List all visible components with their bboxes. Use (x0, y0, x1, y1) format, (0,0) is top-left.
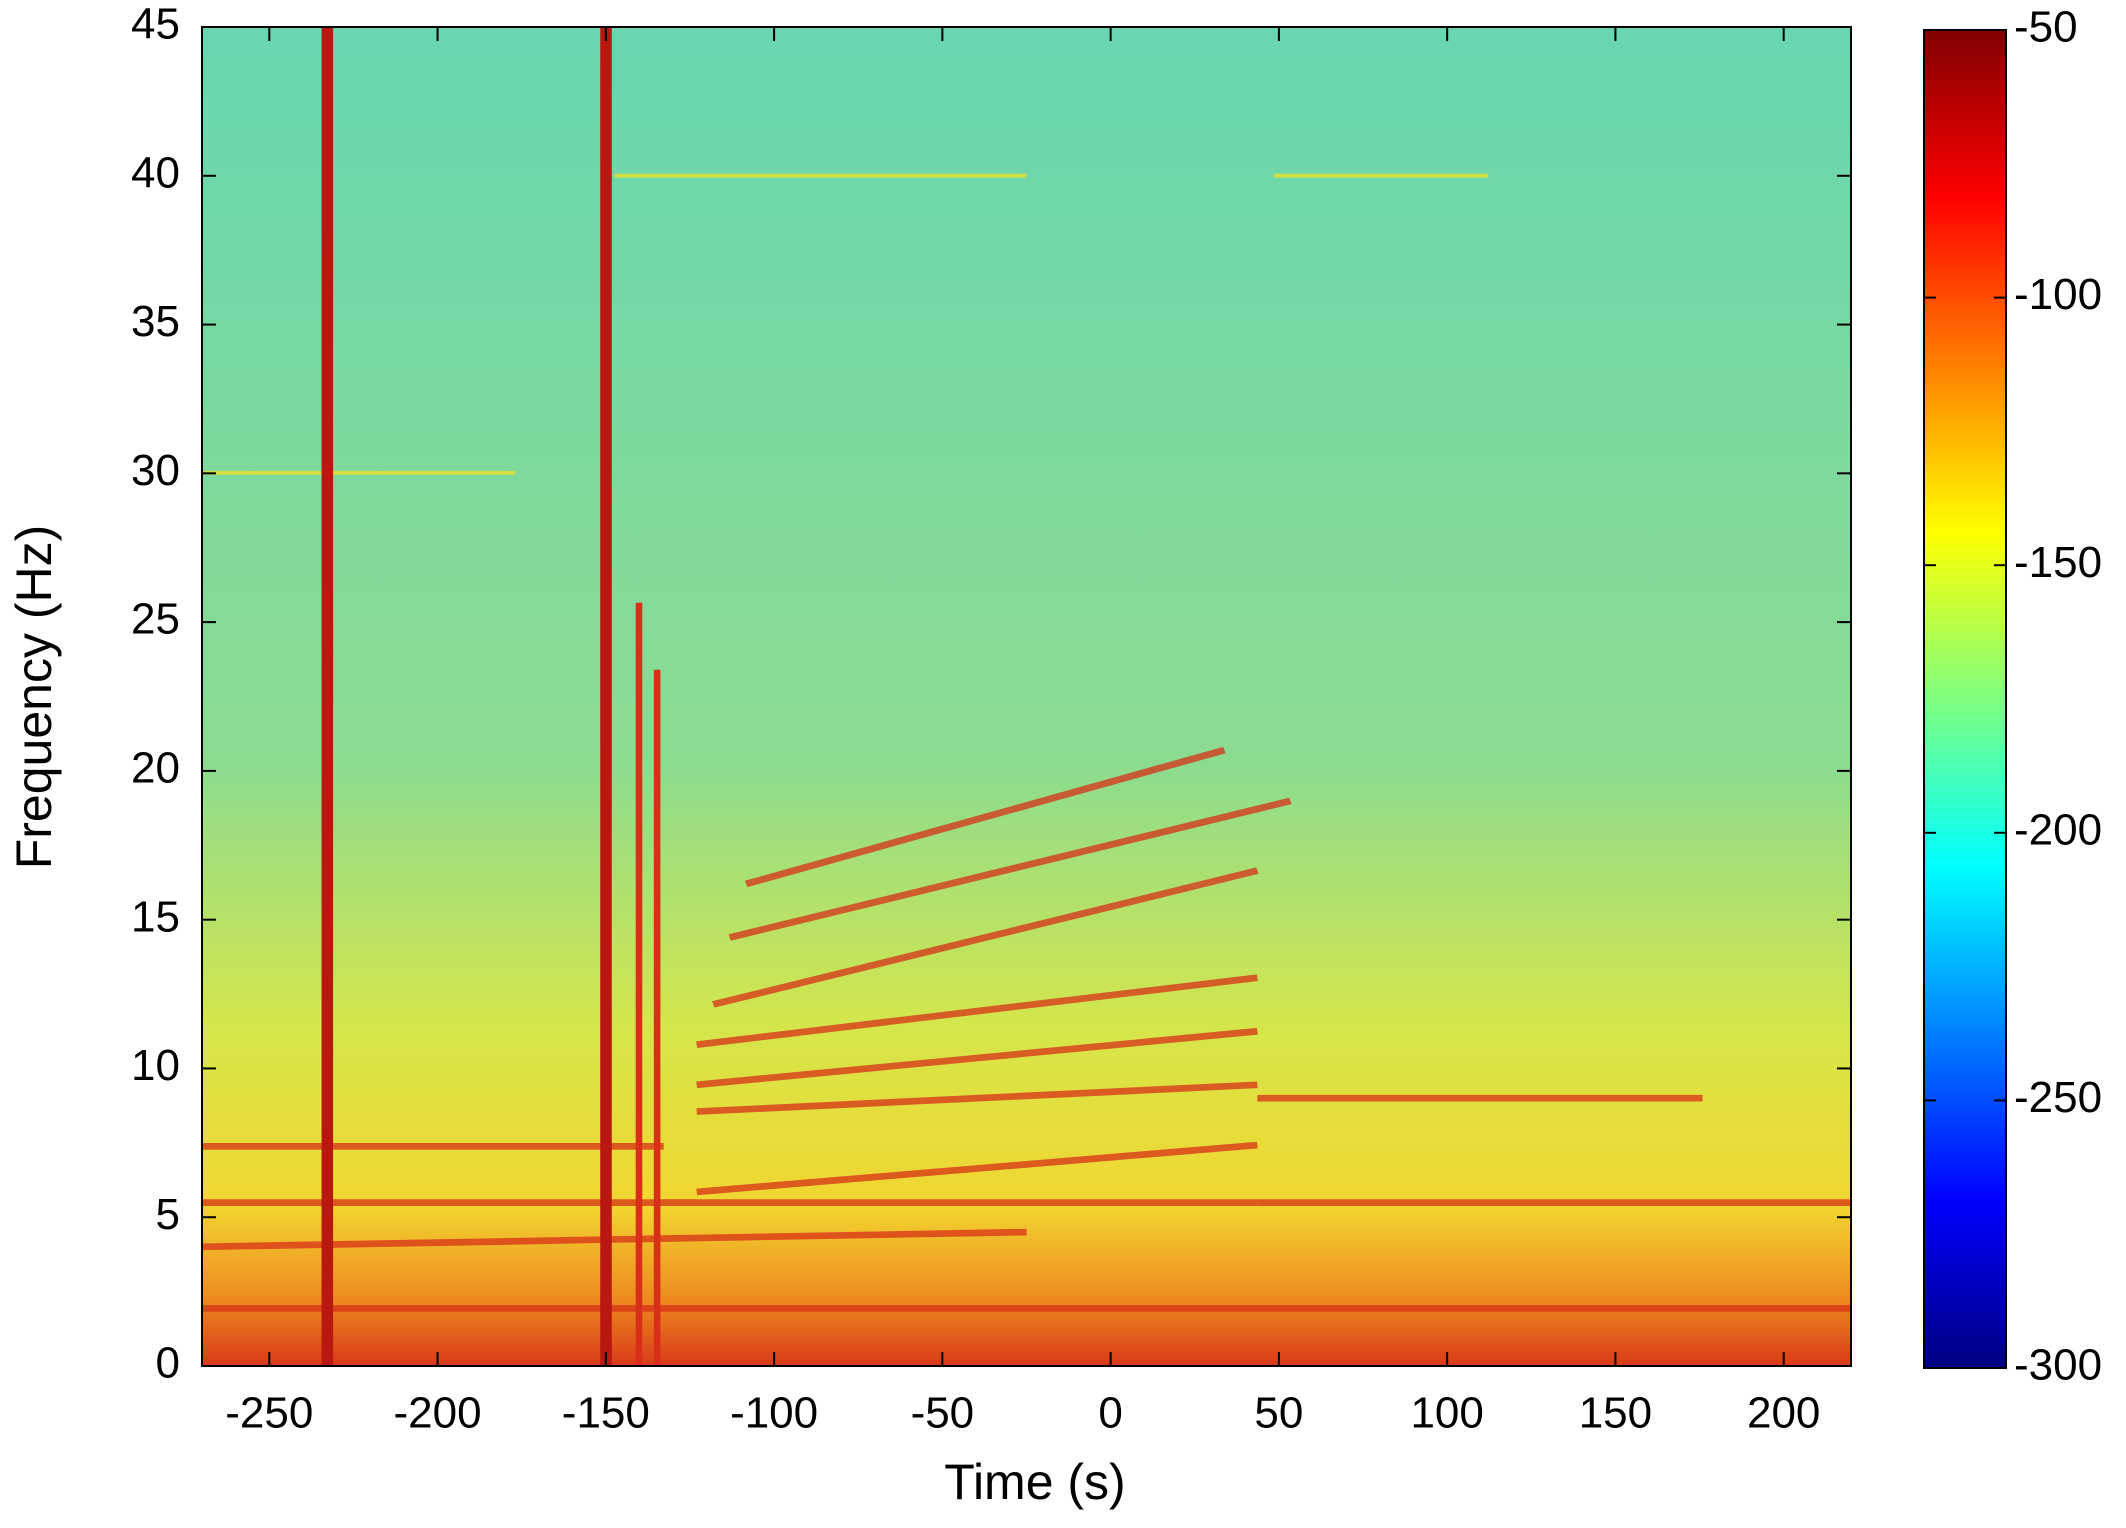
x-tick-label: -200 (394, 1389, 482, 1438)
x-axis-label: Time (s) (944, 1454, 1125, 1510)
x-tick-label: -150 (562, 1389, 650, 1438)
y-tick-label: 10 (131, 1041, 180, 1090)
colorbar-tick-label: -200 (2014, 805, 2102, 854)
x-tick-label: 200 (1747, 1389, 1820, 1438)
y-tick-label: 5 (156, 1190, 180, 1239)
colorbar-tick-label: -250 (2014, 1073, 2102, 1122)
colorbar-tick-label: -300 (2014, 1341, 2102, 1390)
colorbar (1923, 29, 2007, 1369)
y-tick-label: 25 (131, 595, 180, 644)
y-tick-label: 15 (131, 892, 180, 941)
y-tick-label: 20 (131, 744, 180, 793)
y-tick-label: 0 (156, 1339, 180, 1388)
colorbar-tick-label: -150 (2014, 538, 2102, 587)
y-tick-label: 30 (131, 446, 180, 495)
x-tick-label: 100 (1410, 1389, 1483, 1438)
x-tick-label: 0 (1098, 1389, 1122, 1438)
axes-frame (201, 26, 1852, 1367)
colorbar-tick-label: -100 (2014, 270, 2102, 319)
x-tick-label: 150 (1579, 1389, 1652, 1438)
colorbar-tick-label: -50 (2014, 3, 2078, 52)
x-tick-label: 50 (1254, 1389, 1303, 1438)
y-tick-label: 35 (131, 297, 180, 346)
y-axis-label: Frequency (Hz) (6, 525, 62, 870)
spectrogram-image (202, 27, 1851, 1366)
x-tick-label: -50 (911, 1389, 975, 1438)
x-tick-label: -250 (225, 1389, 313, 1438)
y-tick-label: 40 (131, 148, 180, 197)
y-tick-label: 45 (131, 0, 180, 49)
x-tick-label: -100 (730, 1389, 818, 1438)
